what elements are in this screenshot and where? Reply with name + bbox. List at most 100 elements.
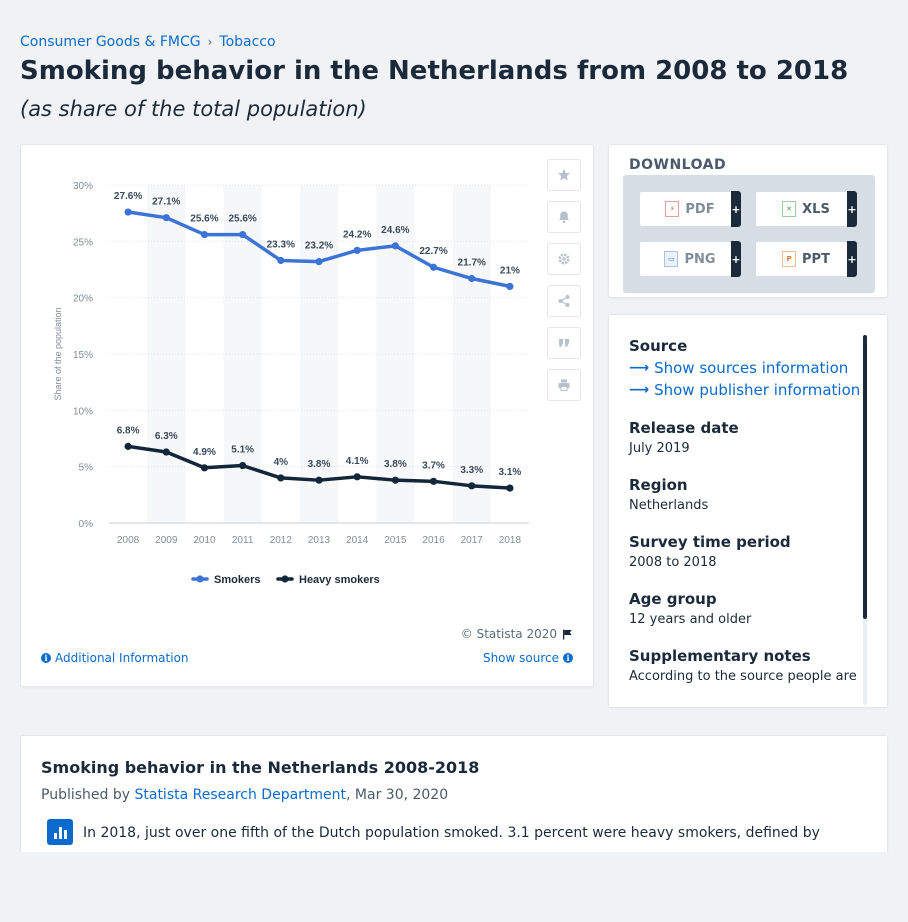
png-file-icon: ▭ (664, 251, 679, 267)
release-date-value: July 2019 (629, 441, 690, 456)
gear-icon (558, 253, 570, 265)
data-label: 25.6% (228, 214, 256, 225)
show-sources-label: Show sources information (654, 359, 849, 377)
breadcrumb-consumer-goods[interactable]: Consumer Goods & FMCG (20, 34, 201, 50)
data-point (391, 476, 399, 484)
data-point (506, 282, 514, 290)
copyright-notice: © Statista 2020 (461, 627, 573, 641)
settings-button[interactable] (547, 243, 581, 275)
scrollbar-thumb[interactable] (863, 335, 867, 619)
data-point (277, 474, 285, 482)
data-point (277, 256, 285, 265)
supplementary-notes-value: According to the source people are (629, 669, 857, 684)
data-label: 3.7% (422, 460, 445, 471)
data-label: 3.8% (384, 459, 407, 470)
print-button[interactable] (547, 369, 581, 401)
show-publisher-link[interactable]: ⟶ Show publisher information (629, 381, 861, 399)
flag-icon[interactable] (562, 629, 573, 640)
y-tick-label: 15% (73, 350, 93, 361)
plus-icon: + (731, 241, 741, 277)
release-date-heading: Release date (629, 419, 739, 437)
data-point (429, 263, 438, 271)
x-tick-label: 2017 (461, 535, 484, 546)
show-source-link[interactable]: Show source i (483, 651, 573, 665)
download-ppt-button[interactable]: P PPT + (755, 241, 857, 277)
show-publisher-label: Show publisher information (654, 381, 861, 399)
region-value: Netherlands (629, 498, 709, 513)
data-label: 6.8% (117, 425, 140, 436)
published-by: Published by Statista Research Departmen… (41, 787, 448, 803)
source-heading: Source (629, 337, 688, 355)
y-tick-label: 10% (73, 406, 93, 417)
data-point (429, 477, 438, 485)
additional-information-link[interactable]: i Additional Information (41, 651, 189, 665)
xls-file-icon: ✕ (782, 201, 797, 217)
x-tick-label: 2013 (308, 535, 331, 546)
download-xls-button[interactable]: ✕ XLS + (755, 191, 857, 227)
x-tick-label: 2011 (232, 535, 254, 546)
download-ppt-label: PPT (802, 251, 830, 267)
legend-marker (196, 575, 204, 583)
y-tick-label: 20% (73, 294, 93, 305)
bell-icon (559, 211, 569, 224)
favorite-button[interactable] (547, 159, 581, 191)
data-point (391, 242, 399, 250)
age-group-value: 12 years and older (629, 612, 752, 627)
data-point (353, 246, 361, 254)
info-icon: i (41, 653, 51, 663)
data-point (239, 461, 247, 470)
data-point (315, 476, 323, 484)
ppt-file-icon: P (782, 251, 797, 267)
legend-marker (281, 575, 289, 583)
info-icon: i (563, 653, 573, 663)
region-heading: Region (629, 476, 688, 494)
data-label: 4.9% (193, 447, 216, 458)
chart-toolbar (547, 159, 581, 411)
x-tick-label: 2009 (155, 535, 178, 546)
data-label: 25.6% (190, 214, 218, 225)
x-tick-label: 2018 (499, 535, 522, 546)
download-panel: ⚡ PDF + ✕ XLS + ▭ PNG + P PPT + (623, 175, 875, 293)
data-label: 3.3% (460, 465, 483, 476)
y-tick-label: 30% (73, 181, 93, 192)
download-png-button[interactable]: ▭ PNG + (639, 241, 741, 277)
plus-icon: + (847, 191, 857, 227)
data-point (124, 208, 132, 216)
published-date: , Mar 30, 2020 (346, 787, 449, 803)
data-label: 3.8% (308, 459, 331, 470)
x-tick-label: 2010 (193, 535, 216, 546)
published-prefix: Published by (41, 787, 131, 803)
y-tick-label: 5% (79, 463, 94, 474)
data-point (506, 484, 514, 492)
data-label: 5.1% (231, 445, 254, 456)
description-text: In 2018, just over one fifth of the Dutc… (83, 825, 820, 841)
x-tick-label: 2014 (346, 535, 369, 546)
breadcrumb-tobacco[interactable]: Tobacco (219, 34, 276, 50)
data-point (200, 464, 209, 472)
download-pdf-button[interactable]: ⚡ PDF + (639, 191, 741, 227)
description-title: Smoking behavior in the Netherlands 2008… (41, 758, 480, 777)
pdf-file-icon: ⚡ (665, 201, 680, 217)
additional-information-label: Additional Information (55, 651, 189, 665)
x-tick-label: 2016 (422, 535, 445, 546)
chart-card: 0% 5% 10% 15% 20% 25% 30% 2008 2009 2010 2011 2012 2… (20, 144, 594, 687)
publisher-link[interactable]: Statista Research Department (134, 787, 347, 803)
bar-chart-icon (47, 819, 73, 845)
data-point (468, 274, 476, 283)
data-label: 23.3% (267, 239, 295, 250)
y-axis-label: Share of the population (53, 307, 63, 400)
download-png-label: PNG (684, 251, 716, 267)
share-button[interactable] (547, 285, 581, 317)
show-sources-link[interactable]: ⟶ Show sources information (629, 359, 857, 377)
survey-period-heading: Survey time period (629, 533, 791, 551)
legend-label: Heavy smokers (299, 574, 380, 586)
cite-button[interactable] (547, 327, 581, 359)
data-label: 4.1% (346, 456, 369, 467)
footer-band (0, 852, 908, 922)
data-point (124, 442, 132, 450)
supplementary-notes-heading: Supplementary notes (629, 647, 811, 665)
details-scrollbar[interactable] (863, 335, 867, 705)
notification-button[interactable] (547, 201, 581, 233)
data-label: 6.3% (155, 431, 178, 442)
page-title: Smoking behavior in the Netherlands from… (20, 56, 849, 86)
